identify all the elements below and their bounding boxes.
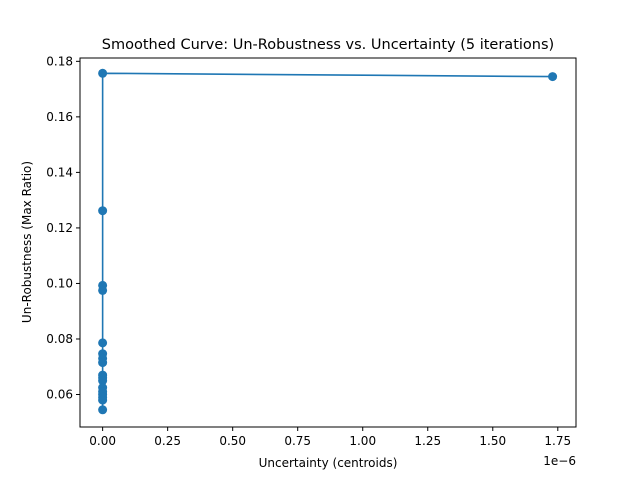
x-axis: 0.00 0.25 0.50 0.75 1.00 1.25 1.50 1.75: [89, 427, 571, 448]
x-tick-label: 0.25: [154, 434, 181, 448]
data-point: [98, 376, 108, 386]
plot-area: [80, 58, 576, 427]
y-axis-label: Un-Robustness (Max Ratio): [20, 161, 34, 323]
x-offset-text: 1e−6: [543, 454, 576, 468]
x-tick-label: 1.75: [544, 434, 571, 448]
y-tick-label: 0.10: [46, 276, 73, 290]
data-point: [98, 338, 108, 348]
x-tick-label: 0.75: [284, 434, 311, 448]
y-tick-label: 0.18: [46, 54, 73, 68]
data-point: [548, 72, 558, 82]
chart-title: Smoothed Curve: Un-Robustness vs. Uncert…: [102, 37, 554, 53]
y-tick-label: 0.12: [46, 221, 73, 235]
x-tick-label: 0.00: [89, 434, 116, 448]
data-point: [98, 395, 108, 405]
y-axis: 0.06 0.08 0.10 0.12 0.14 0.16 0.18: [46, 54, 80, 402]
y-tick-label: 0.16: [46, 110, 73, 124]
x-axis-label: Uncertainty (centroids): [259, 456, 398, 470]
data-point: [98, 206, 108, 216]
y-tick-label: 0.08: [46, 332, 73, 346]
x-tick-label: 0.50: [219, 434, 246, 448]
data-point: [98, 358, 108, 368]
plot-frame: [79, 57, 577, 428]
data-point: [98, 68, 108, 78]
x-tick-label: 1.25: [414, 434, 441, 448]
data-point: [98, 285, 108, 295]
x-tick-label: 1.00: [349, 434, 376, 448]
y-tick-label: 0.06: [46, 388, 73, 402]
data-point: [98, 405, 108, 415]
y-tick-label: 0.14: [46, 165, 73, 179]
x-tick-label: 1.50: [479, 434, 506, 448]
plot-content: [98, 68, 558, 415]
